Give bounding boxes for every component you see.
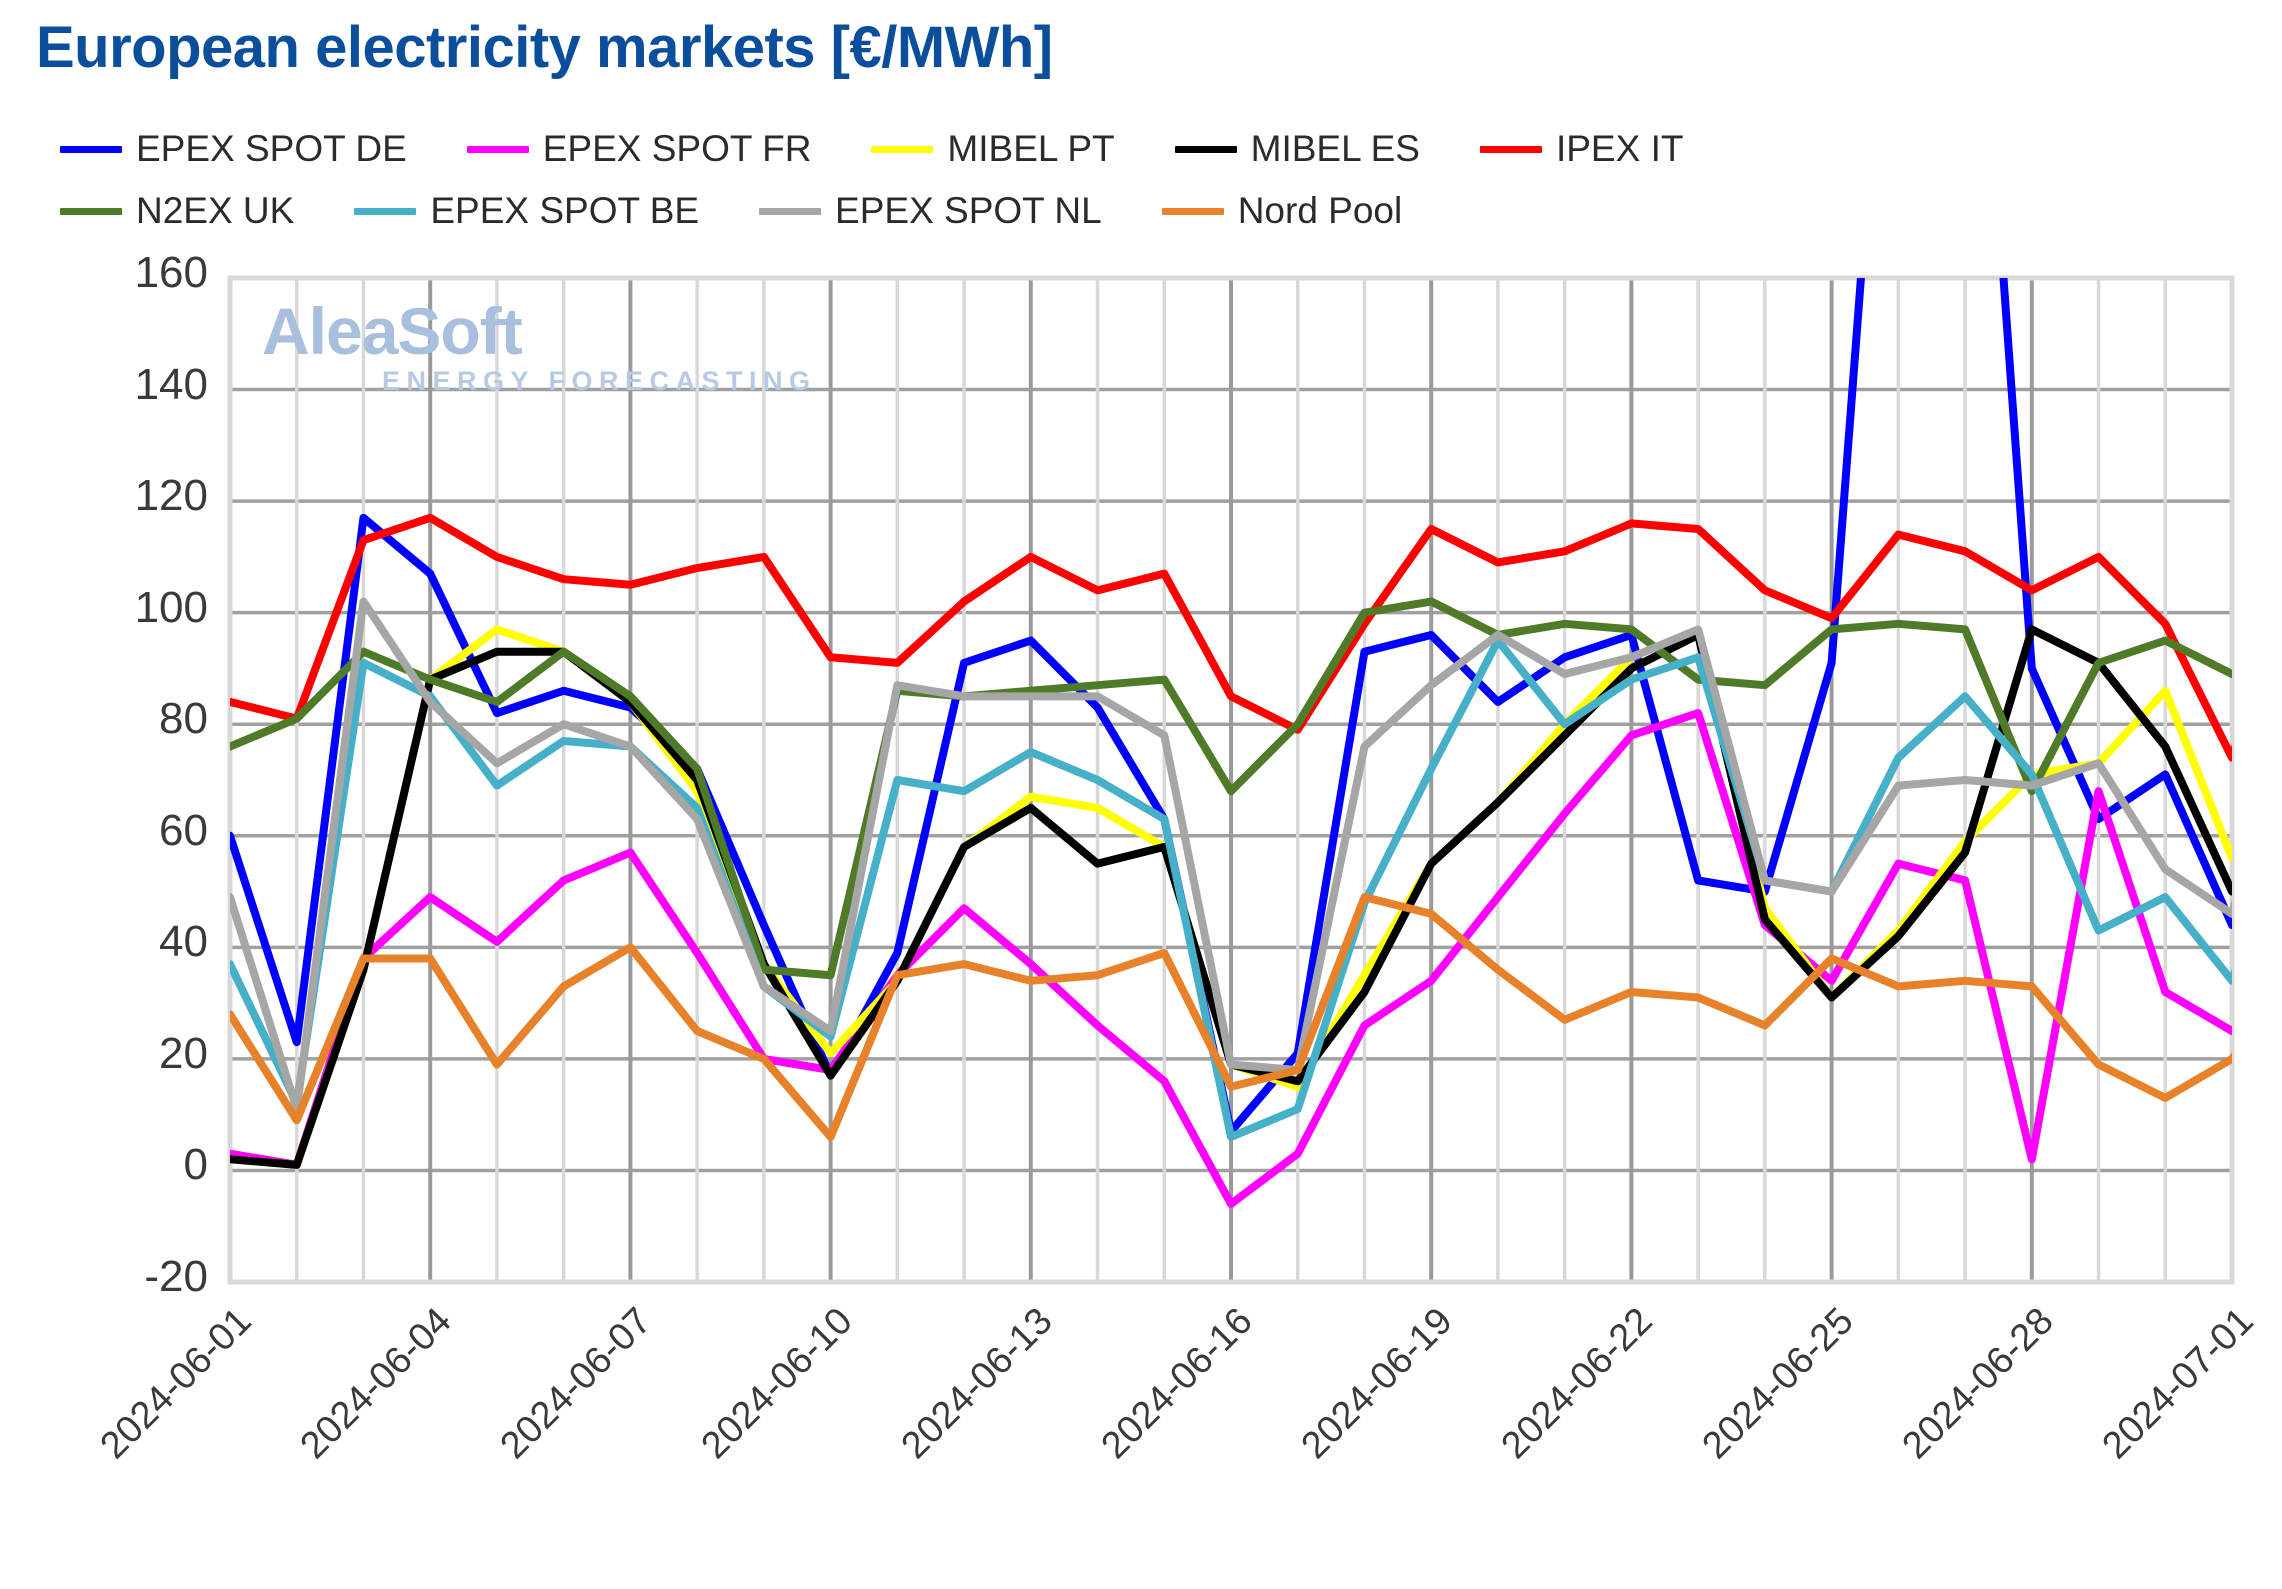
- y-axis-tick-label: 0: [183, 1140, 208, 1190]
- legend-swatch-icon: [354, 207, 417, 215]
- y-axis-tick-label: 60: [159, 805, 208, 855]
- y-axis-tick-label: 80: [159, 694, 208, 744]
- legend-swatch-icon: [1174, 145, 1237, 153]
- series-line-nord-pool: [230, 893, 2232, 1141]
- legend-item-n2ex-uk[interactable]: N2EX UK: [60, 190, 294, 232]
- legend-row: EPEX SPOT DE EPEX SPOT FR MIBEL PT MIBEL ES…: [60, 118, 2210, 180]
- legend-item-nord-pool[interactable]: Nord Pool: [1161, 190, 1403, 232]
- legend-item-label: MIBEL PT: [947, 128, 1115, 169]
- legend-swatch-icon: [1161, 207, 1224, 215]
- legend-item-label: EPEX SPOT BE: [430, 190, 700, 231]
- legend-item-label: N2EX UK: [136, 190, 295, 231]
- legend-item-epex-spot-be[interactable]: EPEX SPOT BE: [354, 190, 699, 232]
- chart-legend: EPEX SPOT DE EPEX SPOT FR MIBEL PT MIBEL ES…: [60, 118, 2210, 242]
- legend-item-label: IPEX IT: [1555, 128, 1684, 169]
- legend-item-label: EPEX SPOT FR: [542, 128, 812, 169]
- y-axis-tick-label: 100: [134, 582, 208, 632]
- legend-item-label: EPEX SPOT DE: [136, 128, 407, 169]
- legend-item-mibel-es[interactable]: MIBEL ES: [1174, 128, 1420, 170]
- y-axis-tick-label: 20: [159, 1028, 208, 1078]
- y-axis-tick-label: -20: [144, 1252, 208, 1301]
- plot-frame: [227, 275, 2235, 1285]
- series-line-n2ex-uk: [230, 597, 2232, 980]
- series-group: [230, 278, 2232, 1208]
- legend-swatch-icon: [1479, 145, 1542, 153]
- legend-swatch-icon: [871, 145, 934, 153]
- legend-row: N2EX UK EPEX SPOT BE EPEX SPOT NL Nord Pool: [60, 180, 2210, 242]
- legend-swatch-icon: [466, 145, 529, 153]
- legend-item-label: EPEX SPOT NL: [835, 190, 1102, 231]
- legend-item-epex-spot-nl[interactable]: EPEX SPOT NL: [759, 190, 1102, 232]
- y-axis-tick-label: 160: [134, 248, 208, 297]
- legend-swatch-icon: [60, 145, 122, 153]
- legend-item-epex-spot-de[interactable]: EPEX SPOT DE: [60, 128, 407, 170]
- legend-item-ipex-it[interactable]: IPEX IT: [1479, 128, 1684, 170]
- series-line-epex-spot-nl: [230, 597, 2232, 1114]
- series-line-epex-spot-de: [230, 278, 2232, 1136]
- chart-title: European electricity markets [€/MWh]: [36, 15, 1053, 80]
- legend-item-label: Nord Pool: [1237, 190, 1403, 231]
- y-axis-tick-label: 120: [134, 471, 208, 521]
- y-axis-tick-label: 40: [159, 917, 208, 967]
- legend-swatch-icon: [759, 207, 822, 215]
- series-line-ipex-it: [230, 513, 2232, 762]
- legend-item-label: MIBEL ES: [1250, 128, 1420, 169]
- y-axis-tick-label: 140: [134, 359, 208, 409]
- legend-item-epex-spot-fr[interactable]: EPEX SPOT FR: [466, 128, 812, 170]
- legend-item-mibel-pt[interactable]: MIBEL PT: [871, 128, 1115, 170]
- series-line-epex-spot-fr: [230, 709, 2232, 1208]
- legend-swatch-icon: [60, 207, 122, 215]
- series-line-epex-spot-be: [230, 636, 2232, 1141]
